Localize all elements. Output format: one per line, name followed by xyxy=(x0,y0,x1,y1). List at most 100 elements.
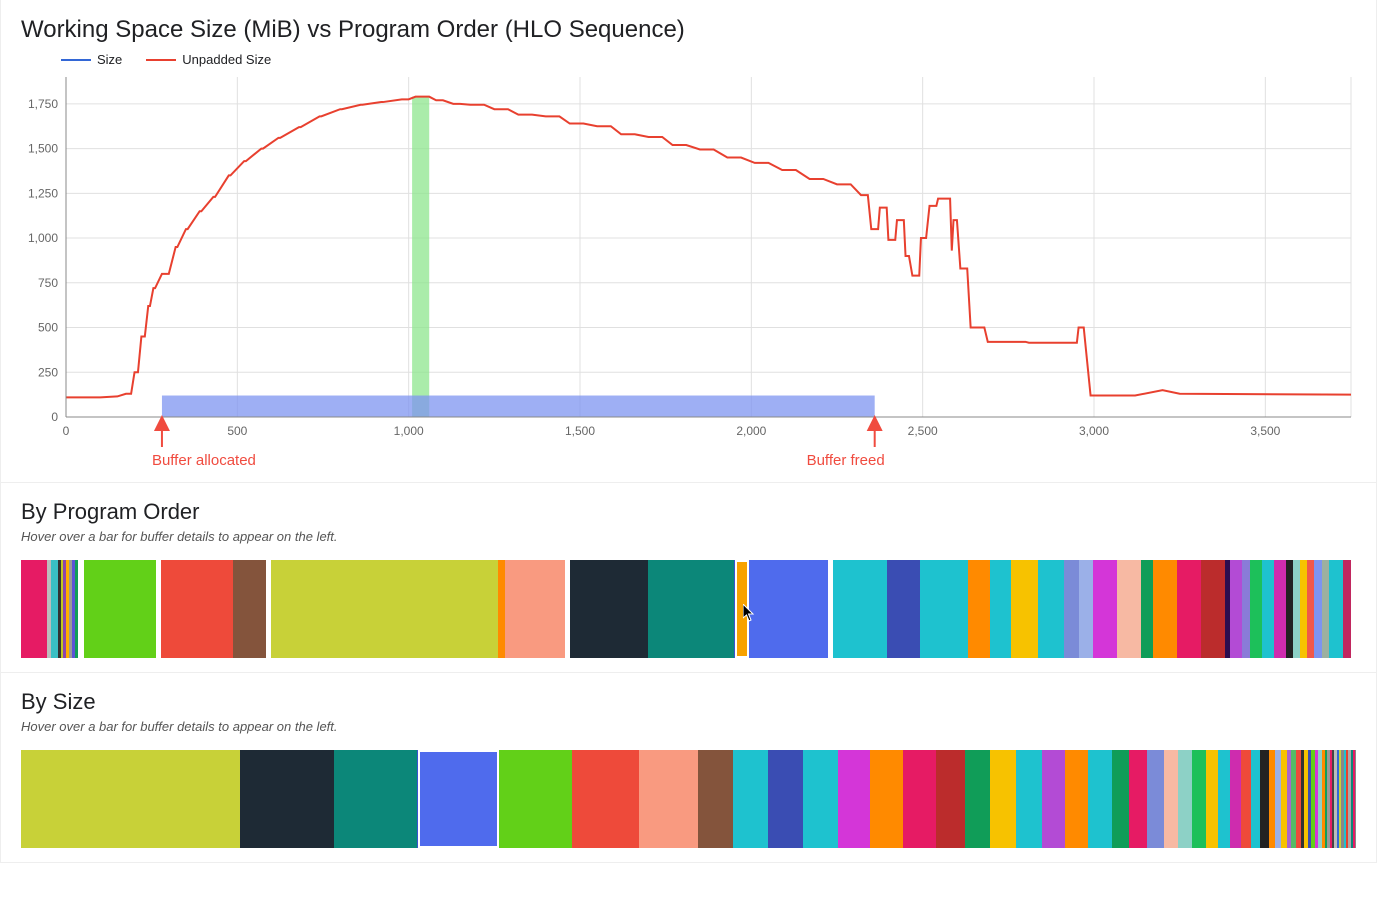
buffer-slice[interactable] xyxy=(233,560,267,658)
legend-item-size: Size xyxy=(61,52,122,67)
buffer-slice[interactable] xyxy=(768,750,803,848)
buffer-slice[interactable] xyxy=(648,560,735,658)
buffer-slice[interactable] xyxy=(1274,560,1286,658)
buffer-slice[interactable] xyxy=(1093,560,1117,658)
buffer-slice[interactable] xyxy=(1262,560,1274,658)
buffer-slice[interactable] xyxy=(1065,750,1088,848)
buffer-slice[interactable] xyxy=(936,750,965,848)
buffer-slice[interactable] xyxy=(733,750,768,848)
buffer-slice[interactable] xyxy=(572,750,640,848)
buffer-slice[interactable] xyxy=(418,750,500,848)
buffer-slice[interactable] xyxy=(1286,560,1293,658)
buffer-slice[interactable] xyxy=(1293,560,1300,658)
buffer-slice[interactable] xyxy=(968,560,990,658)
buffer-slice[interactable] xyxy=(1177,560,1201,658)
svg-text:3,500: 3,500 xyxy=(1250,424,1280,438)
buffer-slice[interactable] xyxy=(1343,560,1350,658)
buffer-slice[interactable] xyxy=(1206,750,1218,848)
buffer-slice[interactable] xyxy=(838,750,871,848)
buffer-slice[interactable] xyxy=(1314,560,1321,658)
buffer-slice[interactable] xyxy=(1300,560,1307,658)
buffer-slice[interactable] xyxy=(1218,750,1230,848)
buffer-slice[interactable] xyxy=(1042,750,1065,848)
buffer-slice[interactable] xyxy=(499,750,571,848)
buffer-slice[interactable] xyxy=(1192,750,1206,848)
buffer-slice[interactable] xyxy=(84,560,156,658)
svg-text:1,000: 1,000 xyxy=(394,424,424,438)
buffer-slice[interactable] xyxy=(1011,560,1037,658)
buffer-slice[interactable] xyxy=(1230,560,1242,658)
svg-text:500: 500 xyxy=(38,321,58,335)
buffer-slice[interactable] xyxy=(21,560,47,658)
buffer-slice[interactable] xyxy=(1201,560,1225,658)
buffer-slice[interactable] xyxy=(334,750,418,848)
bsize-buffer-row[interactable] xyxy=(21,750,1356,848)
buffer-slice[interactable] xyxy=(833,560,851,658)
buffer-slice[interactable] xyxy=(1178,750,1192,848)
buffer-slice[interactable] xyxy=(1117,560,1141,658)
svg-text:250: 250 xyxy=(38,365,58,379)
buffer-slice[interactable] xyxy=(1016,750,1042,848)
buffer-slice[interactable] xyxy=(570,560,648,658)
buffer-slice[interactable] xyxy=(1038,560,1064,658)
buffer-slice[interactable] xyxy=(870,750,903,848)
buffer-slice[interactable] xyxy=(21,750,240,848)
buffer-slice[interactable] xyxy=(1064,560,1078,658)
by-program-order-panel: By Program Order Hover over a bar for bu… xyxy=(0,483,1377,673)
buffer-slice[interactable] xyxy=(1112,750,1130,848)
svg-text:1,250: 1,250 xyxy=(28,186,58,200)
chart-plot-area[interactable]: 02505007501,0001,2501,5001,75005001,0001… xyxy=(1,67,1376,482)
buffer-slice[interactable] xyxy=(698,750,733,848)
buffer-slice[interactable] xyxy=(161,560,233,658)
buffer-slice[interactable] xyxy=(498,560,505,658)
buffer-slice[interactable] xyxy=(1088,750,1111,848)
buffer-slice[interactable] xyxy=(271,560,497,658)
buffer-slice[interactable] xyxy=(887,560,919,658)
chart-legend: Size Unpadded Size xyxy=(1,48,1376,67)
buffer-slice[interactable] xyxy=(990,560,1012,658)
buffer-slice[interactable] xyxy=(735,560,749,658)
chart-panel: Working Space Size (MiB) vs Program Orde… xyxy=(0,0,1377,483)
buffer-slice[interactable] xyxy=(965,750,991,848)
buffer-slice[interactable] xyxy=(1164,750,1178,848)
svg-text:Buffer freed: Buffer freed xyxy=(807,452,885,469)
buffer-slice[interactable] xyxy=(1251,750,1260,848)
buffer-slice[interactable] xyxy=(1079,560,1093,658)
chart-title: Working Space Size (MiB) vs Program Orde… xyxy=(1,0,1376,48)
buffer-slice[interactable] xyxy=(1147,750,1165,848)
buffer-slice[interactable] xyxy=(990,750,1016,848)
svg-text:1,500: 1,500 xyxy=(565,424,595,438)
buffer-slice[interactable] xyxy=(1329,560,1343,658)
svg-text:Buffer allocated: Buffer allocated xyxy=(152,452,256,469)
buffer-slice[interactable] xyxy=(1322,560,1329,658)
svg-text:1,750: 1,750 xyxy=(28,97,58,111)
buffer-slice[interactable] xyxy=(803,750,838,848)
bpo-title: By Program Order xyxy=(1,483,1376,529)
buffer-slice[interactable] xyxy=(1230,750,1242,848)
buffer-slice[interactable] xyxy=(903,750,936,848)
bpo-subtitle: Hover over a bar for buffer details to a… xyxy=(1,529,1376,552)
buffer-slice[interactable] xyxy=(1153,560,1177,658)
buffer-slice[interactable] xyxy=(1260,750,1269,848)
buffer-slice[interactable] xyxy=(749,560,828,658)
buffer-slice[interactable] xyxy=(1241,750,1250,848)
buffer-slice[interactable] xyxy=(240,750,333,848)
buffer-slice[interactable] xyxy=(639,750,697,848)
buffer-slice[interactable] xyxy=(1141,560,1153,658)
buffer-slice[interactable] xyxy=(920,560,968,658)
svg-text:3,000: 3,000 xyxy=(1079,424,1109,438)
buffer-slice[interactable] xyxy=(505,560,565,658)
buffer-slice[interactable] xyxy=(1250,560,1262,658)
buffer-slice[interactable] xyxy=(1355,750,1356,848)
chart-svg[interactable]: 02505007501,0001,2501,5001,75005001,0001… xyxy=(11,67,1366,477)
svg-text:0: 0 xyxy=(51,410,58,424)
buffer-slice[interactable] xyxy=(1242,560,1249,658)
buffer-slice[interactable] xyxy=(1351,560,1356,658)
by-size-panel: By Size Hover over a bar for buffer deta… xyxy=(0,673,1377,863)
buffer-slice[interactable] xyxy=(1307,560,1314,658)
bpo-buffer-row[interactable] xyxy=(21,560,1356,658)
buffer-slice[interactable] xyxy=(51,560,58,658)
buffer-slice[interactable] xyxy=(851,560,887,658)
buffer-slice[interactable] xyxy=(1129,750,1147,848)
legend-swatch-unpadded xyxy=(146,59,176,61)
